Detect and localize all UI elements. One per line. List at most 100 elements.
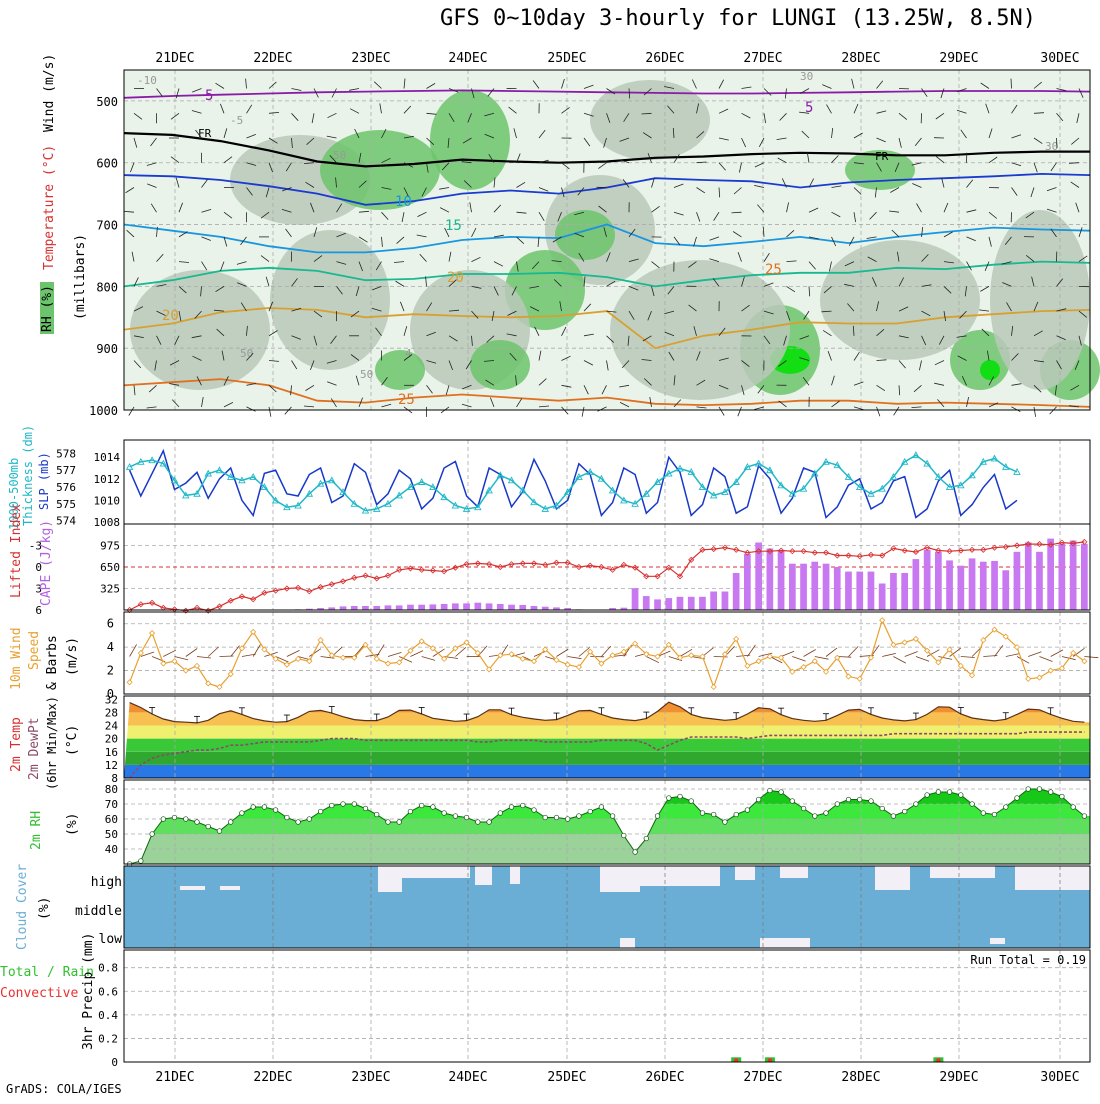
cape-bar xyxy=(811,562,818,610)
rh-point xyxy=(992,812,997,817)
date-label-bottom: 23DEC xyxy=(351,1070,390,1085)
rh-band xyxy=(124,819,1090,834)
rh-point xyxy=(1015,796,1020,801)
rh-point xyxy=(565,817,570,822)
date-label-top: 30DEC xyxy=(1040,51,1079,66)
wind10-barb xyxy=(1051,650,1063,657)
cape-bar xyxy=(744,554,751,610)
rh-point xyxy=(431,805,436,810)
temp-tick-label: 16 xyxy=(105,746,118,759)
cape-axis-label: CAPE (J/kg) xyxy=(39,520,54,606)
temp-unit-label: (°C) xyxy=(65,725,80,756)
cape-bar xyxy=(351,606,358,610)
cape-bar xyxy=(643,596,650,610)
rh-point xyxy=(869,799,874,804)
wind10-barb xyxy=(916,657,929,662)
contour-label: 4 xyxy=(405,347,412,360)
rh-point xyxy=(790,799,795,804)
date-label-top: 24DEC xyxy=(448,51,487,66)
cape-bar xyxy=(856,572,863,610)
cape-bar xyxy=(991,561,998,610)
cape-bar xyxy=(946,560,953,610)
wind10-barb xyxy=(208,647,218,657)
li-axis-label: Lifted Index xyxy=(9,504,24,598)
rh-point xyxy=(599,805,604,810)
temp-band xyxy=(124,765,1090,778)
contour-label: 25 xyxy=(765,262,782,278)
date-label-top: 21DEC xyxy=(155,51,194,66)
cape-bar xyxy=(1002,570,1009,610)
cape-bar xyxy=(632,588,639,610)
cape-bar xyxy=(1081,544,1088,610)
date-label-bottom: 26DEC xyxy=(645,1070,684,1085)
cape-bar xyxy=(722,592,729,611)
cloud-level-label: high xyxy=(91,875,122,890)
wind10-point xyxy=(711,684,716,689)
slp-tick-label: 1010 xyxy=(94,494,121,507)
wind10-barb xyxy=(186,649,197,657)
wind10-point xyxy=(138,651,143,656)
wind10-barbs-label: & Barbs xyxy=(45,635,60,690)
temp-tick-label: 32 xyxy=(105,693,118,706)
rh-point xyxy=(824,811,829,816)
rh-point xyxy=(397,820,402,825)
rh-unit-label: (%) xyxy=(65,813,80,836)
temp-band xyxy=(124,699,1090,712)
rh-point xyxy=(228,820,233,825)
precip-axis-label: 3hr Precip (mm) xyxy=(81,933,96,1050)
rh-point xyxy=(959,793,964,798)
cloud-gap xyxy=(600,866,640,892)
cloud-gap xyxy=(930,866,995,878)
date-label-top: 29DEC xyxy=(939,51,978,66)
cape-bar xyxy=(1025,543,1032,611)
date-label-top: 23DEC xyxy=(351,51,390,66)
wind10-barb xyxy=(792,657,805,662)
cloud-gap xyxy=(1015,866,1090,890)
rh-point xyxy=(655,814,660,819)
contour-label: FR xyxy=(198,127,212,140)
date-label-bottom: 21DEC xyxy=(155,1070,194,1085)
temp-minmax-label: (6hr Min/Max) xyxy=(45,696,59,790)
cloud-gap xyxy=(640,866,720,886)
date-label-bottom: 28DEC xyxy=(841,1070,880,1085)
cape-bar xyxy=(879,584,886,611)
cape-tick-label: 975 xyxy=(100,540,120,553)
rh-point xyxy=(363,806,368,811)
rh-point xyxy=(633,850,638,855)
wind10-barb xyxy=(961,657,975,658)
contour-label: -10 xyxy=(137,74,157,87)
cloud-gap xyxy=(760,938,810,948)
rh-tick-label: 60 xyxy=(105,813,118,826)
rh-point xyxy=(273,808,278,813)
cape-bar xyxy=(710,592,717,611)
rh-point xyxy=(161,817,166,822)
precip-frame xyxy=(124,950,1090,1062)
cape-bar xyxy=(340,606,347,610)
rh-point xyxy=(330,803,335,808)
wind10-barb xyxy=(905,652,918,657)
cape-bar xyxy=(958,566,965,610)
rh-point xyxy=(745,808,750,813)
rh-point xyxy=(667,796,672,801)
cape-bar xyxy=(418,605,425,610)
wind10-barb xyxy=(804,650,816,657)
rh-point xyxy=(1037,787,1042,792)
cloud-gap xyxy=(402,866,470,878)
rh-tick-label: 50 xyxy=(105,828,118,841)
cape-bar xyxy=(800,564,807,610)
rh-point xyxy=(139,859,144,864)
precip-convective-label: Convective xyxy=(0,986,78,1001)
rh-point xyxy=(341,802,346,807)
wind10-barb xyxy=(175,657,189,660)
rh-point xyxy=(206,824,211,829)
wind10-point xyxy=(801,665,806,670)
rh-point xyxy=(756,797,761,802)
rh-point xyxy=(610,814,615,819)
rh-point xyxy=(1071,805,1076,810)
rh-point xyxy=(902,809,907,814)
precip-convective-bar xyxy=(936,1059,940,1063)
thickness-tick-label: 575 xyxy=(56,498,76,511)
cloud-gap xyxy=(780,866,808,878)
wind-axis-label: Wind (m/s) xyxy=(42,54,57,132)
rh-tick-label: 80 xyxy=(105,783,118,796)
